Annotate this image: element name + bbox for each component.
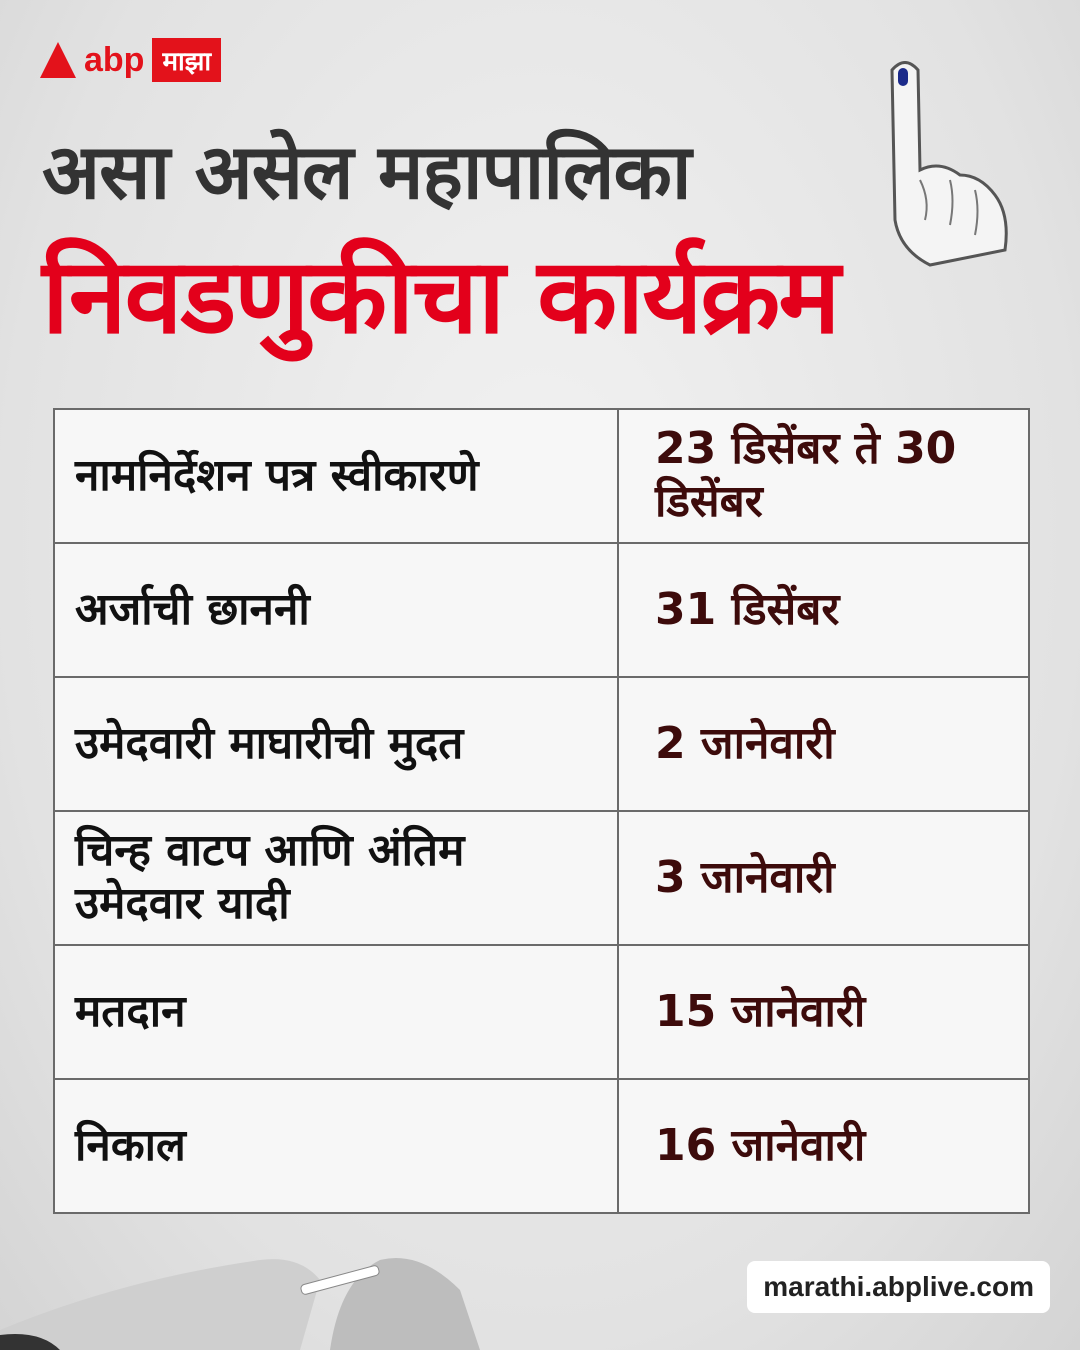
election-schedule-table: नामनिर्देशन पत्र स्वीकारणे 23 डिसेंबर ते … <box>53 408 1030 1214</box>
event-cell: अर्जाची छाननी <box>53 542 619 678</box>
date-cell: 3 जानेवारी <box>617 810 1030 946</box>
logo-abp-text: abp <box>84 40 145 79</box>
table-row: नामनिर्देशन पत्र स्वीकारणे 23 डिसेंबर ते … <box>53 408 1030 544</box>
event-cell: मतदान <box>53 944 619 1080</box>
event-cell: नामनिर्देशन पत्र स्वीकारणे <box>53 408 619 544</box>
title-line2: निवडणुकीचा कार्यक्रम <box>42 235 840 357</box>
table-row: चिन्ह वाटप आणि अंतिम उमेदवार यादी 3 जानेव… <box>53 810 1030 946</box>
abp-majha-logo: abp माझा <box>40 38 222 82</box>
event-cell: चिन्ह वाटप आणि अंतिम उमेदवार यादी <box>53 810 619 946</box>
table-row: निकाल 16 जानेवारी <box>53 1078 1030 1214</box>
table-row: अर्जाची छाननी 31 डिसेंबर <box>53 542 1030 678</box>
date-cell: 31 डिसेंबर <box>617 542 1030 678</box>
event-cell: उमेदवारी माघारीची मुदत <box>53 676 619 812</box>
logo-triangle-icon <box>40 42 76 78</box>
website-url: marathi.abplive.com <box>747 1261 1050 1313</box>
date-cell: 2 जानेवारी <box>617 676 1030 812</box>
event-cell: निकाल <box>53 1078 619 1214</box>
title-line1: असा असेल महापालिका <box>42 127 692 216</box>
date-cell: 15 जानेवारी <box>617 944 1030 1080</box>
table-row: मतदान 15 जानेवारी <box>53 944 1030 1080</box>
date-cell: 23 डिसेंबर ते 30 डिसेंबर <box>617 408 1030 544</box>
logo-badge: माझा <box>152 38 222 82</box>
voting-hands-image <box>0 1258 480 1350</box>
table-row: उमेदवारी माघारीची मुदत 2 जानेवारी <box>53 676 1030 812</box>
inked-finger-icon <box>890 61 1008 267</box>
date-cell: 16 जानेवारी <box>617 1078 1030 1214</box>
